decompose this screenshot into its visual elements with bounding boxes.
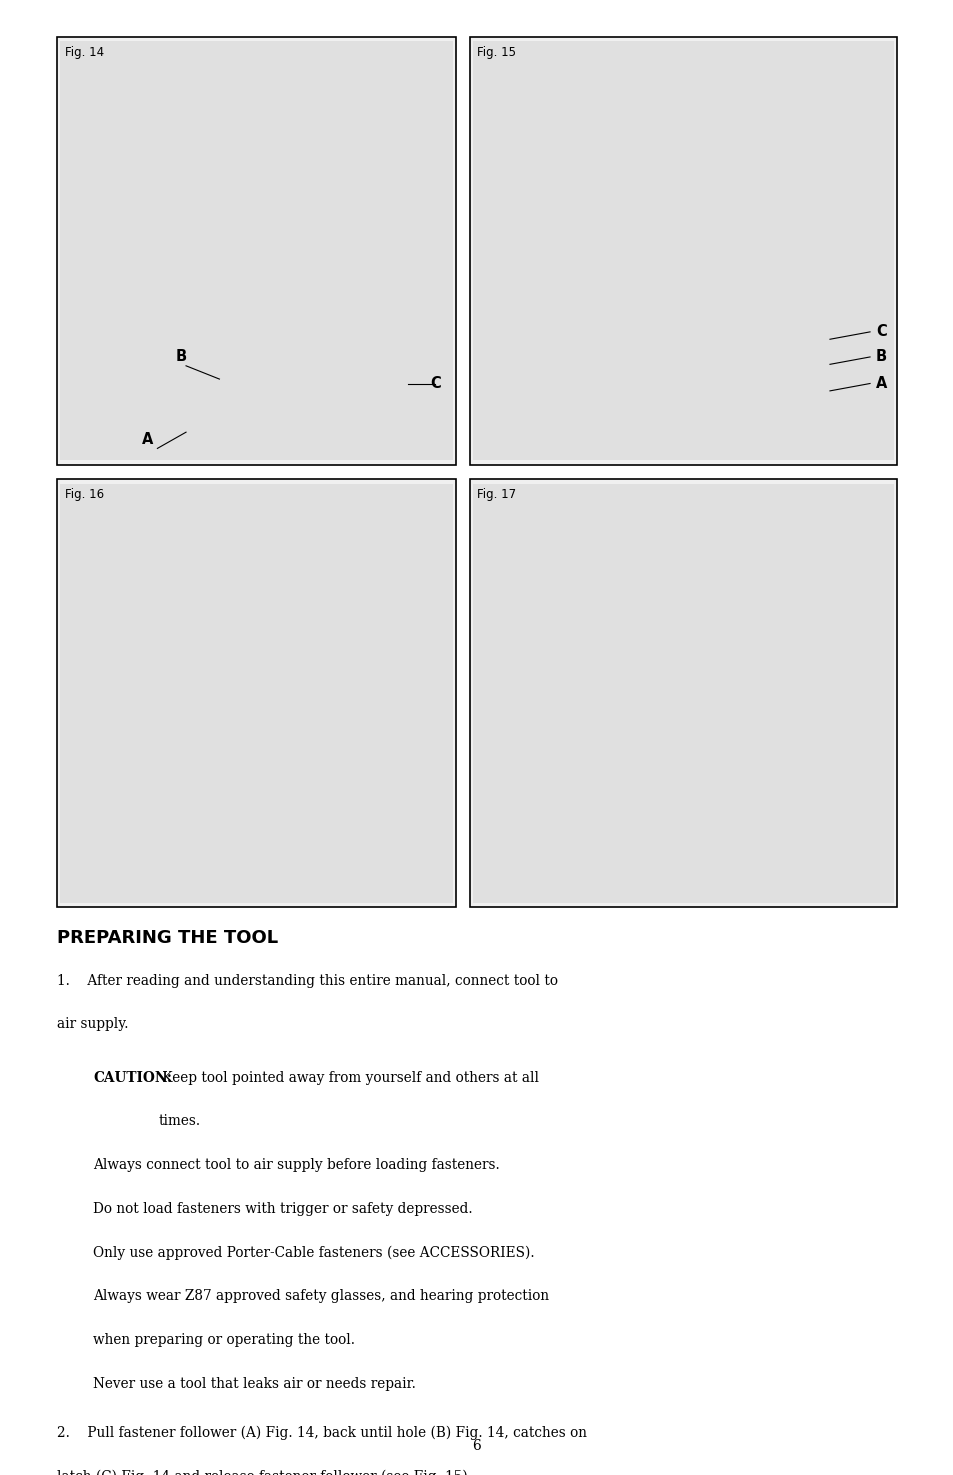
Text: times.: times. (158, 1114, 200, 1128)
Text: Do not load fasteners with trigger or safety depressed.: Do not load fasteners with trigger or sa… (93, 1202, 473, 1215)
Text: A: A (875, 376, 886, 391)
Text: Never use a tool that leaks air or needs repair.: Never use a tool that leaks air or needs… (93, 1376, 416, 1391)
Text: latch (C) Fig. 14 and release fastener follower (see Fig. 15).: latch (C) Fig. 14 and release fastener f… (57, 1469, 472, 1475)
Text: air supply.: air supply. (57, 1018, 129, 1031)
Text: Always wear Z87 approved safety glasses, and hearing protection: Always wear Z87 approved safety glasses,… (93, 1289, 549, 1304)
Text: Always connect tool to air supply before loading fasteners.: Always connect tool to air supply before… (93, 1158, 499, 1173)
Text: Fig. 14: Fig. 14 (65, 46, 104, 59)
Text: Only use approved Porter-Cable fasteners (see ACCESSORIES).: Only use approved Porter-Cable fasteners… (93, 1245, 535, 1260)
Bar (472, 41, 893, 460)
Text: C: C (876, 324, 886, 339)
Text: 1.    After reading and understanding this entire manual, connect tool to: 1. After reading and understanding this … (57, 974, 558, 987)
Text: Fig. 16: Fig. 16 (65, 488, 104, 502)
Bar (469, 37, 896, 465)
Text: Fig. 15: Fig. 15 (476, 46, 516, 59)
Text: Keep tool pointed away from yourself and others at all: Keep tool pointed away from yourself and… (158, 1071, 538, 1084)
Bar (60, 41, 452, 460)
Text: B: B (175, 350, 187, 364)
Text: PREPARING THE TOOL: PREPARING THE TOOL (57, 929, 278, 947)
Bar (60, 484, 452, 903)
Bar (469, 479, 896, 907)
Bar (472, 484, 893, 903)
Text: C: C (430, 376, 440, 391)
Text: B: B (875, 350, 886, 364)
Text: when preparing or operating the tool.: when preparing or operating the tool. (93, 1333, 355, 1347)
Bar (57, 37, 456, 465)
Bar (57, 479, 456, 907)
Text: Fig. 17: Fig. 17 (476, 488, 517, 502)
Text: A: A (142, 432, 153, 447)
Text: CAUTION:: CAUTION: (93, 1071, 172, 1084)
Text: 2.    Pull fastener follower (A) Fig. 14, back until hole (B) Fig. 14, catches o: 2. Pull fastener follower (A) Fig. 14, b… (57, 1425, 587, 1440)
Text: 6: 6 (472, 1438, 481, 1453)
